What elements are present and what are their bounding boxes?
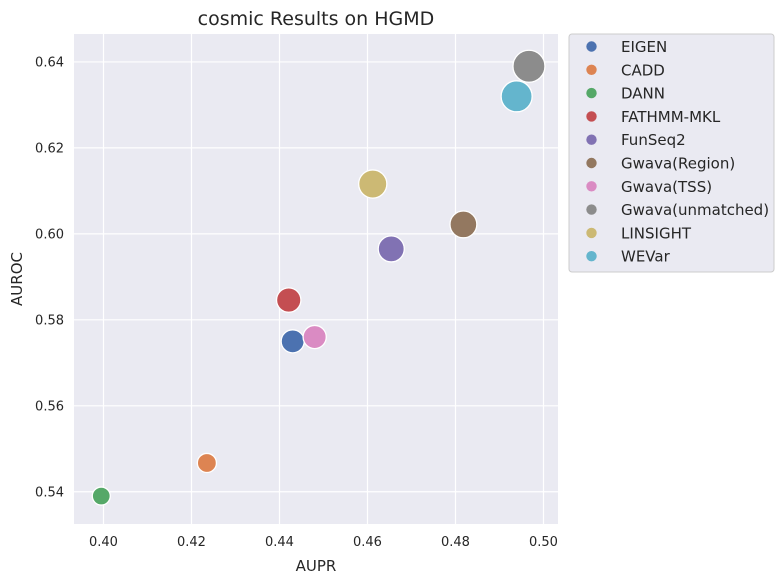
legend: EIGEN CADD DANN FATHMM-MKL FunSeq2 Gwava(Regi… [568, 33, 775, 273]
point-funseq2 [377, 235, 405, 263]
point-gwava-unmatched [512, 49, 546, 83]
legend-marker-gwava-region [586, 157, 597, 169]
point-linsight [358, 169, 388, 199]
legend-marker-gwava-tss [586, 181, 597, 192]
gridlines [74, 34, 558, 524]
legend-label-gwava-tss: Gwava(TSS) [621, 178, 712, 196]
y-tick-label: 0.56 [35, 399, 64, 414]
legend-label-dann: DANN [621, 85, 665, 103]
legend-marker-fathmm-mkl [586, 111, 597, 122]
legend-label-fathmm-mkl: FATHMM-MKL [621, 108, 721, 126]
legend-marker-dann [586, 87, 597, 99]
point-wevar [500, 80, 533, 113]
legend-marker-eigen [586, 41, 597, 52]
point-gwava-tss [302, 324, 327, 350]
x-tick-label: 0.40 [89, 535, 118, 550]
x-tick-label: 0.50 [529, 535, 558, 550]
plot-background [74, 34, 558, 524]
x-tick-label: 0.46 [353, 535, 382, 550]
point-dann [91, 486, 111, 506]
x-tick-label: 0.48 [441, 535, 470, 550]
legend-marker-funseq2 [586, 134, 597, 145]
chart-title: cosmic Results on HGMD [198, 8, 435, 30]
point-gwava-region [449, 210, 478, 239]
point-cadd [196, 452, 218, 474]
legend-label-cadd: CADD [621, 61, 665, 79]
legend-marker-cadd [586, 64, 597, 76]
point-eigen [280, 329, 305, 354]
x-axis-label: AUPR [296, 557, 337, 575]
y-tick-label: 0.58 [35, 313, 64, 328]
legend-label-wevar: WEVar [621, 248, 671, 266]
y-tick-label: 0.54 [35, 485, 64, 500]
y-tick-label: 0.60 [35, 227, 64, 242]
legend-label-eigen: EIGEN [621, 38, 667, 56]
x-tick-label: 0.42 [177, 535, 206, 550]
y-tick-label: 0.64 [35, 55, 64, 70]
legend-marker-gwava-unmatched [586, 204, 597, 215]
legend-box [568, 33, 775, 273]
x-tick-labels: 0.40 0.42 0.44 0.46 0.48 0.50 [89, 535, 558, 550]
legend-label-funseq2: FunSeq2 [621, 131, 686, 149]
legend-label-gwava-region: Gwava(Region) [621, 155, 735, 173]
y-axis-label: AUROC [8, 252, 26, 306]
point-fathmm-mkl [275, 287, 302, 313]
legend-marker-linsight [586, 227, 597, 239]
data-points [91, 49, 546, 506]
legend-label-gwava-unmatched: Gwava(unmatched) [621, 201, 769, 219]
x-tick-label: 0.44 [265, 535, 294, 550]
y-tick-label: 0.62 [35, 141, 64, 156]
y-tick-labels: 0.54 0.56 0.58 0.60 0.62 0.64 [35, 55, 64, 500]
legend-label-linsight: LINSIGHT [621, 224, 692, 242]
legend-marker-wevar [586, 251, 597, 262]
